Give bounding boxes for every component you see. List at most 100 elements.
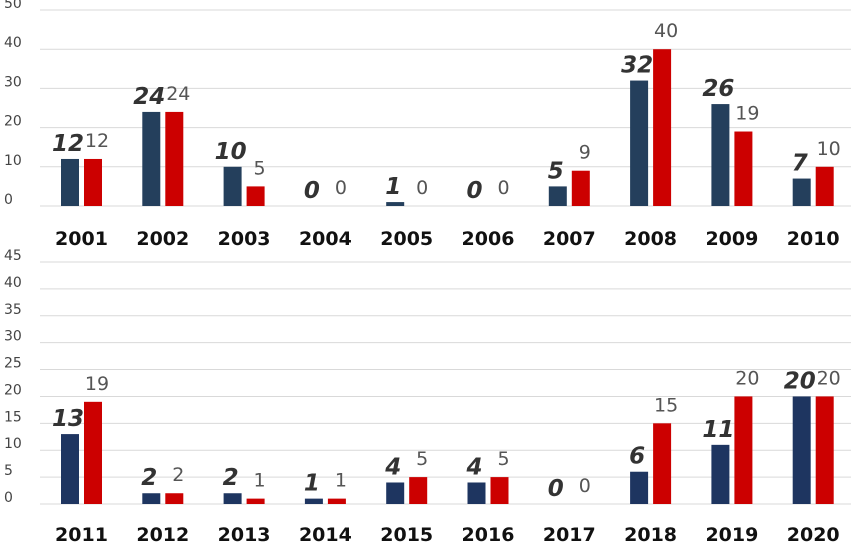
data-label-series-a: 20: [784, 368, 816, 394]
data-label-series-a: 5: [548, 158, 564, 184]
data-label-series-a: 0: [466, 178, 482, 204]
bar-series-b: [327, 498, 346, 504]
bar-series-b: [84, 401, 102, 504]
bar-series-a: [548, 186, 567, 206]
data-label-series-b: 40: [654, 20, 678, 42]
x-category-label: 2009: [705, 228, 758, 250]
x-category-label: 2015: [380, 524, 433, 543]
data-label-series-a: 10: [215, 139, 247, 165]
bar-series-b: [734, 131, 753, 206]
bar-series-a: [386, 482, 405, 504]
y-tick-label: 0: [4, 490, 13, 506]
data-label-series-b: 5: [497, 448, 509, 470]
bar-series-b: [165, 111, 184, 206]
bar-series-a: [711, 104, 730, 206]
y-tick-label: 30: [4, 329, 22, 345]
data-label-series-b: 0: [416, 177, 428, 199]
bar-series-a: [630, 80, 649, 206]
bar-series-a: [467, 482, 486, 504]
data-label-series-a: 0: [304, 178, 320, 204]
bar-series-b: [246, 498, 265, 504]
x-category-label: 2003: [218, 228, 271, 250]
y-tick-label: 15: [4, 409, 22, 425]
data-label-series-b: 19: [735, 103, 759, 125]
x-category-label: 2006: [462, 228, 515, 250]
data-label-series-a: 4: [465, 454, 482, 480]
x-category-label: 2005: [380, 228, 433, 250]
bar-series-a: [711, 444, 730, 504]
y-tick-label: 5: [4, 463, 13, 479]
data-label-series-b: 0: [579, 475, 591, 497]
bar-series-b: [165, 493, 184, 504]
x-category-label: 2016: [462, 524, 515, 543]
x-category-label: 2001: [55, 228, 108, 250]
x-category-label: 2004: [299, 228, 352, 250]
data-label-series-b: 19: [85, 373, 109, 395]
x-category-label: 2002: [136, 228, 189, 250]
y-tick-label: 0: [4, 192, 13, 208]
bar-series-b: [571, 170, 590, 206]
data-label-series-a: 2: [223, 465, 239, 491]
x-category-label: 2008: [624, 228, 677, 250]
x-category-label: 2013: [218, 524, 271, 543]
y-tick-label: 50: [4, 0, 22, 12]
bar-series-b: [653, 49, 672, 207]
data-label-series-b: 12: [85, 130, 109, 152]
data-label-series-b: 1: [254, 470, 266, 492]
x-category-label: 2019: [705, 524, 758, 543]
bar-series-b: [490, 477, 509, 504]
data-label-series-b: 0: [335, 177, 347, 199]
x-category-label: 2010: [787, 228, 840, 250]
data-label-series-a: 1: [304, 471, 320, 497]
bar-series-a: [142, 493, 161, 504]
bar-series-b: [815, 396, 834, 504]
bar-series-a: [792, 396, 811, 504]
data-label-series-a: 11: [702, 417, 734, 443]
data-label-series-b: 20: [817, 367, 841, 389]
data-label-series-b: 5: [254, 157, 266, 179]
bar-series-b: [734, 396, 753, 504]
x-category-label: 2007: [543, 228, 596, 250]
data-label-series-a: 4: [384, 454, 401, 480]
data-label-series-b: 2: [172, 464, 184, 486]
data-label-series-b: 20: [735, 367, 759, 389]
data-label-series-b: 0: [497, 177, 509, 199]
bar-series-a: [142, 111, 161, 206]
y-tick-label: 35: [4, 302, 22, 318]
y-tick-label: 20: [4, 382, 22, 398]
bar-series-b: [84, 158, 102, 206]
bar-series-a: [792, 178, 811, 206]
data-label-series-a: 12: [52, 131, 84, 157]
data-label-series-b: 24: [166, 83, 190, 105]
data-label-series-a: 13: [52, 406, 84, 432]
bar-series-a: [61, 158, 79, 206]
y-tick-label: 10: [4, 153, 22, 169]
y-tick-label: 45: [4, 248, 22, 264]
x-category-label: 2020: [787, 524, 840, 543]
y-tick-label: 20: [4, 114, 22, 130]
data-label-series-a: 0: [548, 476, 564, 502]
y-tick-label: 30: [4, 74, 22, 90]
y-tick-label: 10: [4, 436, 22, 452]
data-label-series-b: 15: [654, 394, 678, 416]
bar-series-b: [815, 166, 834, 206]
bar-series-b: [409, 477, 428, 504]
y-tick-label: 40: [4, 35, 22, 51]
x-category-label: 2012: [136, 524, 189, 543]
x-category-label: 2011: [55, 524, 108, 543]
x-category-label: 2014: [299, 524, 352, 543]
data-label-series-b: 5: [416, 448, 428, 470]
data-label-series-a: 32: [621, 53, 653, 79]
data-label-series-b: 10: [817, 138, 841, 160]
bar-series-a: [630, 471, 649, 504]
data-label-series-a: 1: [385, 174, 401, 200]
bar-series-a: [304, 498, 323, 504]
data-label-series-a: 6: [629, 444, 645, 470]
bar-series-b: [653, 423, 672, 504]
y-tick-label: 40: [4, 275, 22, 291]
data-label-series-b: 1: [335, 470, 347, 492]
bar-series-a: [223, 166, 242, 206]
